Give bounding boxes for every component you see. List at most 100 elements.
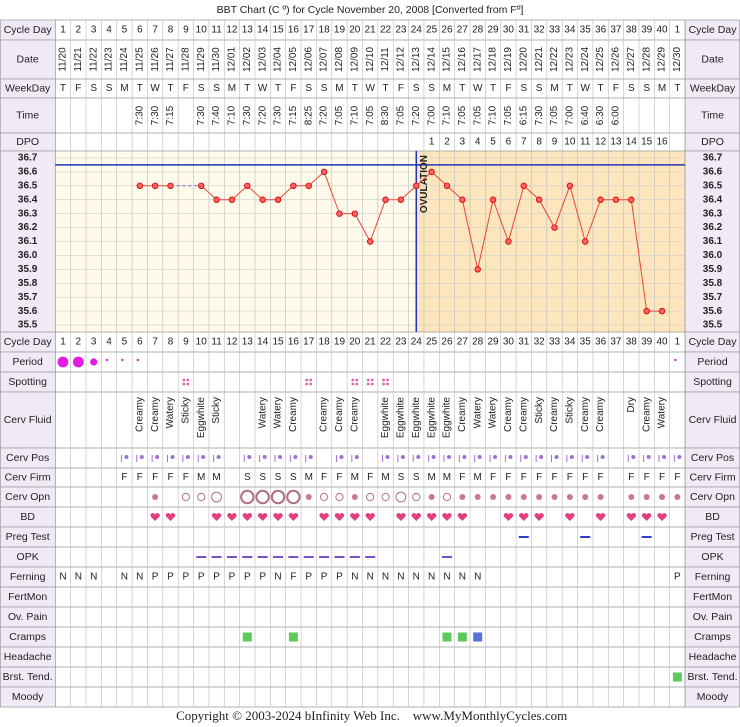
row-label: OPK	[701, 551, 723, 563]
y-tick-label: 35.7	[703, 292, 723, 303]
cerv-pos-dot	[477, 455, 482, 459]
cerv-firm-value: F	[137, 472, 143, 483]
ferning-value: P	[152, 572, 159, 583]
dpo-value: 13	[610, 137, 622, 148]
cerv-pos-mark	[243, 455, 252, 462]
time-value: 7:05	[549, 105, 560, 125]
time-value: 7:10	[488, 105, 499, 125]
cerv-pos-dot	[293, 455, 298, 459]
y-tick-label: 36.1	[18, 236, 38, 247]
cerv-opn-mark	[582, 494, 589, 500]
weekday-value: T	[674, 83, 680, 94]
row-label: Moody	[12, 691, 44, 703]
cerv-opn-mark	[351, 494, 358, 500]
row-label-cell	[684, 97, 740, 134]
spotting-dot	[182, 378, 186, 382]
cycle-day-value: 25	[426, 25, 438, 36]
temperature-point	[612, 196, 620, 203]
y-tick-label: 35.9	[703, 264, 723, 275]
date-value: 11/23	[104, 47, 115, 72]
cycle-day-value: 32	[534, 337, 546, 348]
temperature-point	[643, 307, 650, 315]
cycle-day-value: 17	[303, 25, 315, 36]
cycle-day-value: 19	[334, 337, 346, 348]
time-value: 7:00	[426, 105, 437, 125]
date-value: 12/16	[457, 47, 468, 72]
bd-mark	[411, 513, 421, 521]
cycle-day-value: 22	[380, 337, 392, 348]
cerv-pos-dot	[216, 455, 221, 459]
cerv-firm-value: M	[305, 472, 313, 483]
bd-mark	[319, 513, 329, 521]
cycle-day-value: 29	[487, 25, 499, 36]
y-tick-label: 36.2	[703, 222, 723, 233]
cerv-firm-value: F	[521, 472, 527, 483]
weekday-value: M	[120, 83, 128, 94]
cerv-fluid-value: Watery	[273, 397, 284, 428]
cerv-pos-mark	[412, 455, 421, 462]
spotting-dot	[382, 378, 385, 382]
weekday-value: S	[413, 83, 420, 94]
cerv-firm-value: F	[628, 472, 634, 483]
cerv-pos-mark	[259, 455, 267, 462]
cerv-pos-mark	[289, 455, 298, 462]
spotting-dot	[355, 378, 359, 382]
cerv-pos-dot	[185, 455, 190, 459]
ferning-value: N	[351, 572, 358, 583]
ferning-value: N	[90, 572, 97, 583]
spotting-dot	[182, 382, 186, 386]
row-label: Ov. Pain	[8, 611, 48, 623]
cerv-pos-mark	[474, 455, 482, 462]
bd-mark	[211, 513, 222, 521]
cerv-pos-mark	[458, 455, 467, 462]
cerv-opn-mark	[428, 494, 435, 500]
row-label: BD	[20, 511, 35, 523]
row-label: Preg Test	[690, 531, 734, 543]
cycle-day-value: 17	[303, 337, 315, 348]
temperature-point	[198, 182, 205, 190]
cerv-fluid-value: Creamy	[595, 397, 606, 432]
period-mark	[136, 358, 139, 362]
cerv-pos-mark	[428, 455, 436, 462]
y-tick-label: 36.7	[703, 153, 723, 164]
weekday-value: T	[352, 83, 358, 94]
cycle-day-value: 1	[60, 337, 66, 348]
weekday-value: S	[198, 83, 205, 94]
y-tick-label: 35.8	[18, 278, 38, 289]
dpo-value: 10	[564, 137, 576, 148]
cycle-day-value: 13	[242, 337, 254, 348]
cerv-firm-value: F	[167, 472, 173, 483]
cycle-day-value: 9	[183, 337, 189, 348]
date-value: 12/24	[580, 47, 591, 72]
row-label: Date	[17, 53, 39, 65]
ferning-value: P	[167, 572, 174, 583]
spotting-mark	[366, 378, 374, 386]
cramps-mark	[457, 632, 467, 642]
temperature-point	[551, 224, 558, 231]
date-value: 11/24	[119, 47, 130, 72]
cerv-fluid-value: Creamy	[641, 397, 652, 432]
row-label: Ferning	[695, 571, 731, 583]
y-tick-label: 35.9	[18, 264, 38, 275]
dpo-value: 5	[490, 137, 496, 148]
cerv-pos-dot	[170, 455, 175, 459]
date-value: 12/04	[273, 47, 284, 72]
bd-mark	[519, 513, 529, 521]
row-label: Cerv Firm	[5, 471, 51, 483]
date-value: 12/18	[488, 47, 499, 72]
cerv-fluid-value: Sticky	[181, 397, 192, 424]
row-label: Brst. Tend.	[688, 671, 738, 683]
y-tick-label: 36.3	[18, 208, 38, 219]
cerv-opn-mark	[286, 489, 301, 505]
cerv-firm-value: F	[536, 472, 542, 483]
date-value: 11/25	[134, 47, 145, 72]
time-value: 7:30	[534, 105, 545, 125]
weekday-value: F	[398, 83, 404, 94]
temperature-point	[535, 196, 543, 203]
bd-mark	[334, 513, 345, 521]
weekday-value: M	[335, 83, 343, 94]
row-label: BD	[705, 511, 720, 523]
cerv-fluid-value: Eggwhite	[426, 397, 437, 439]
cerv-pos-dot	[585, 455, 590, 459]
cerv-pos-mark	[566, 455, 574, 462]
